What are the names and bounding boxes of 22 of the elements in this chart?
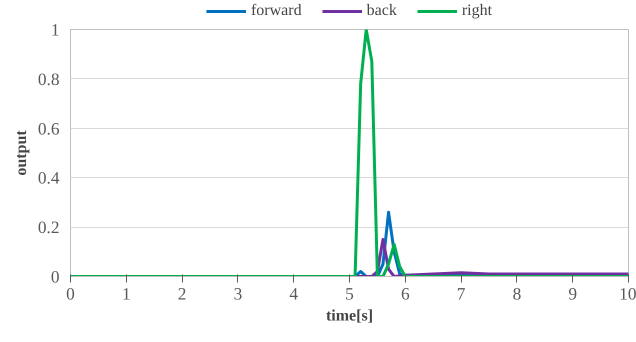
x-tick-label: 9 <box>568 284 578 304</box>
x-tick-label: 6 <box>400 284 410 304</box>
y-tick-label: 0.8 <box>38 70 60 89</box>
x-tick-label: 8 <box>512 284 522 304</box>
y-tick-label: 0 <box>50 268 60 286</box>
y-tick-label: 0.6 <box>38 119 60 138</box>
x-tick-label: 4 <box>289 284 298 304</box>
x-tick-label: 10 <box>619 284 636 304</box>
x-axis-title: time[s] <box>326 308 374 324</box>
y-axis-title: output <box>12 130 30 176</box>
y-tick-label: 0.2 <box>38 218 60 238</box>
legend-label: forward <box>250 2 302 20</box>
y-tick-label: 0.4 <box>38 168 60 188</box>
legend-label: right <box>462 2 492 20</box>
x-tick-label: 7 <box>456 284 466 304</box>
legend-label: back <box>366 2 397 20</box>
y-tick-label: 1 <box>50 20 60 40</box>
x-tick-label: 0 <box>66 284 75 304</box>
x-tick-label: 5 <box>345 284 354 304</box>
x-tick-label: 2 <box>178 284 186 304</box>
x-tick-label: 3 <box>234 284 242 304</box>
x-tick-label: 1 <box>122 284 131 304</box>
